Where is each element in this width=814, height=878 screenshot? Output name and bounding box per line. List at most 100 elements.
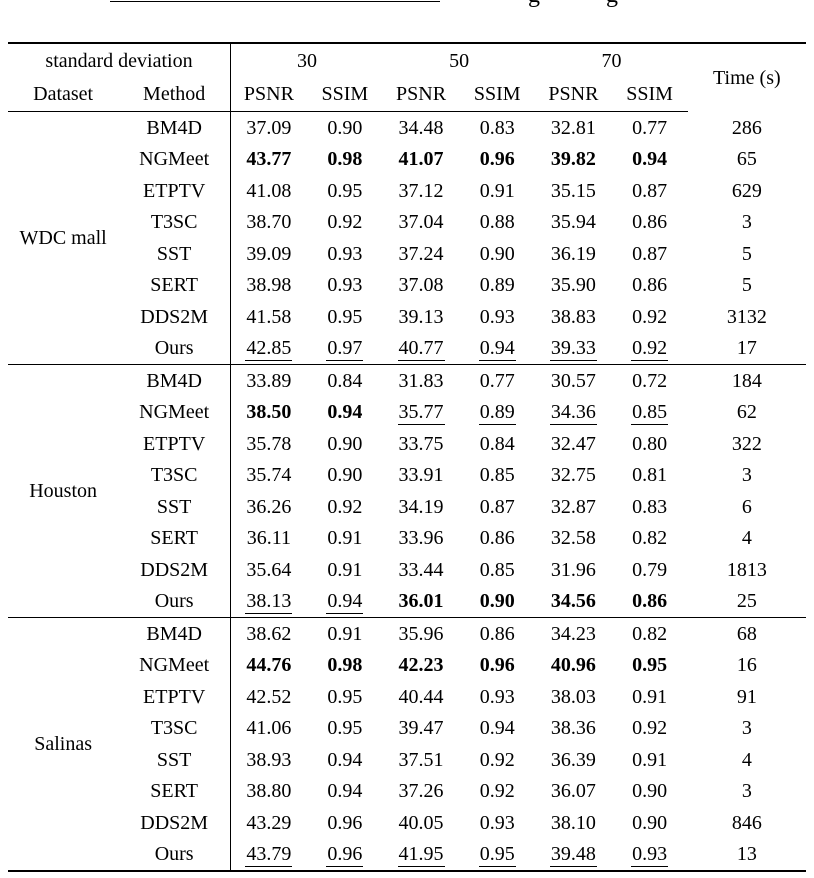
ssim-70-value: 0.81 bbox=[611, 460, 687, 492]
ssim-50-value: 0.85 bbox=[459, 554, 535, 586]
time-value: 846 bbox=[731, 811, 762, 834]
ssim-50-value: 0.90 bbox=[459, 586, 535, 618]
ssim-50-value: 0.86 bbox=[459, 617, 536, 650]
ssim-70-value: 0.90 bbox=[611, 776, 687, 808]
ssim-30-value: 0.95 bbox=[307, 681, 383, 713]
metric-value-text: 35.74 bbox=[246, 464, 292, 487]
std-dev-header: standard deviation bbox=[45, 49, 193, 72]
psnr-70-value: 35.15 bbox=[535, 175, 611, 207]
psnr-30-value: 37.09 bbox=[230, 111, 307, 144]
psnr-50-value: 34.48 bbox=[383, 112, 459, 144]
table-row: SST 36.26 0.92 34.19 0.87 32.87 0.83 6 bbox=[8, 491, 806, 523]
metric-value-text: 37.09 bbox=[246, 116, 292, 139]
ssim-30-value: 0.91 bbox=[306, 617, 383, 650]
ssim-70-value: 0.90 bbox=[611, 807, 687, 839]
ssim-70-value: 0.86 bbox=[611, 207, 687, 239]
ssim-70-value: 0.86 bbox=[611, 586, 687, 618]
metric-value-text: 0.86 bbox=[632, 211, 668, 234]
metric-value-text: 0.92 bbox=[632, 305, 668, 328]
psnr-50-value: 35.77 bbox=[383, 397, 459, 429]
metric-value-text: 32.81 bbox=[550, 116, 596, 139]
metric-value-text: 0.93 bbox=[327, 242, 363, 265]
psnr-50-value: 41.07 bbox=[383, 144, 459, 176]
ssim-70-value: 0.87 bbox=[611, 175, 687, 207]
method-label: BM4D bbox=[118, 617, 231, 650]
psnr-70-value: 40.96 bbox=[535, 650, 611, 682]
psnr-70-value: 36.19 bbox=[535, 238, 611, 270]
results-table: standard deviation 30 50 70 Time (s) Dat… bbox=[8, 42, 806, 872]
ssim-30-value: 0.94 bbox=[307, 586, 383, 618]
method-label: Ours bbox=[154, 337, 194, 360]
metric-value-text: 33.89 bbox=[246, 369, 292, 392]
metric-value-text: 0.98 bbox=[327, 654, 363, 677]
metric-value-text: 32.47 bbox=[550, 432, 596, 455]
caption-descender: g bbox=[606, 0, 618, 7]
ssim-30-value: 0.98 bbox=[307, 144, 383, 176]
psnr-30-value: 44.76 bbox=[230, 649, 307, 681]
ssim-70-value: 0.79 bbox=[611, 554, 687, 586]
metric-value-text: 0.98 bbox=[327, 148, 363, 171]
dataset-label: Houston bbox=[8, 364, 119, 618]
ssim-70-value: 0.80 bbox=[611, 428, 687, 460]
ssim-50-value: 0.92 bbox=[459, 744, 535, 776]
time-value: 6 bbox=[741, 495, 752, 518]
psnr-70-value: 36.39 bbox=[535, 744, 611, 776]
metric-value-text: 35.15 bbox=[550, 179, 596, 202]
metric-value-text: 39.13 bbox=[398, 305, 444, 328]
metric-value-text: 38.70 bbox=[246, 211, 292, 234]
table-row: Ours 43.79 0.96 41.95 0.95 39.48 0.93 13 bbox=[8, 838, 806, 871]
metric-value-text: 0.96 bbox=[326, 842, 364, 867]
psnr-30-value: 42.85 bbox=[230, 332, 307, 365]
metric-value-text: 34.23 bbox=[550, 622, 596, 645]
psnr-30-value: 43.79 bbox=[230, 838, 307, 871]
metric-value-text: 34.48 bbox=[398, 116, 444, 139]
metric-value-text: 38.10 bbox=[550, 811, 596, 834]
psnr-30-value: 38.13 bbox=[230, 585, 307, 618]
metric-value-text: 0.85 bbox=[479, 464, 515, 487]
time-value: 3 bbox=[741, 717, 752, 740]
ssim-50-value: 0.85 bbox=[459, 460, 535, 492]
metric-value-text: 34.56 bbox=[550, 590, 596, 613]
metric-value-text: 0.93 bbox=[479, 811, 515, 834]
table-row: NGMeet 44.76 0.98 42.23 0.96 40.96 0.95 16 bbox=[8, 649, 806, 682]
psnr-30-value: 38.50 bbox=[230, 396, 307, 428]
ssim-70-value: 0.72 bbox=[611, 364, 688, 397]
metric-value-text: 33.44 bbox=[398, 558, 444, 581]
table-row: Ours 38.13 0.94 36.01 0.90 34.56 0.86 25 bbox=[8, 585, 806, 618]
metric-value-text: 0.92 bbox=[632, 717, 668, 740]
table-row: T3SC 38.70 0.92 37.04 0.88 35.94 0.86 3 bbox=[8, 206, 806, 239]
ssim-50-value: 0.93 bbox=[459, 301, 535, 333]
time-value: 3 bbox=[741, 464, 752, 487]
metric-value-text: 0.89 bbox=[479, 274, 515, 297]
caption-fragment: g g bbox=[0, 0, 814, 14]
psnr-70-value: 38.36 bbox=[535, 713, 611, 745]
psnr-30-header: PSNR bbox=[230, 77, 307, 112]
metric-value-text: 38.83 bbox=[550, 305, 596, 328]
psnr-50-value: 37.08 bbox=[383, 270, 459, 302]
metric-value-text: 38.93 bbox=[246, 748, 292, 771]
time-value: 322 bbox=[731, 432, 762, 455]
table-row: Salinas BM4D 38.62 0.91 35.96 0.86 34.23 0.82 68 bbox=[8, 617, 806, 871]
ssim-50-value: 0.86 bbox=[459, 523, 535, 555]
metric-value-text: 35.90 bbox=[550, 274, 596, 297]
psnr-30-value: 35.64 bbox=[230, 554, 307, 586]
psnr-70-value: 32.58 bbox=[535, 523, 611, 555]
psnr-30-value: 33.89 bbox=[230, 364, 307, 397]
ssim-50-value: 0.92 bbox=[459, 776, 535, 808]
metric-value-text: 0.95 bbox=[327, 179, 363, 202]
psnr-70-value: 32.47 bbox=[535, 428, 611, 460]
psnr-70-value: 32.87 bbox=[535, 491, 611, 523]
method-label: Ours bbox=[154, 843, 194, 866]
table-row: SERT 36.11 0.91 33.96 0.86 32.58 0.82 4 bbox=[8, 522, 806, 555]
ssim-30-value: 0.90 bbox=[307, 428, 383, 460]
psnr-50-value: 40.44 bbox=[383, 681, 459, 713]
psnr-70-value: 35.90 bbox=[535, 270, 611, 302]
ssim-30-value: 0.96 bbox=[307, 807, 383, 839]
metric-value-text: 32.75 bbox=[550, 464, 596, 487]
table-row: DDS2M 43.29 0.96 40.05 0.93 38.10 0.90 846 bbox=[8, 807, 806, 839]
ssim-50-value: 0.89 bbox=[459, 397, 535, 429]
metric-value-text: 41.95 bbox=[397, 842, 445, 867]
metric-value-text: 0.91 bbox=[327, 622, 363, 645]
psnr-30-value: 36.26 bbox=[230, 491, 307, 523]
metric-value-text: 0.94 bbox=[326, 589, 364, 614]
